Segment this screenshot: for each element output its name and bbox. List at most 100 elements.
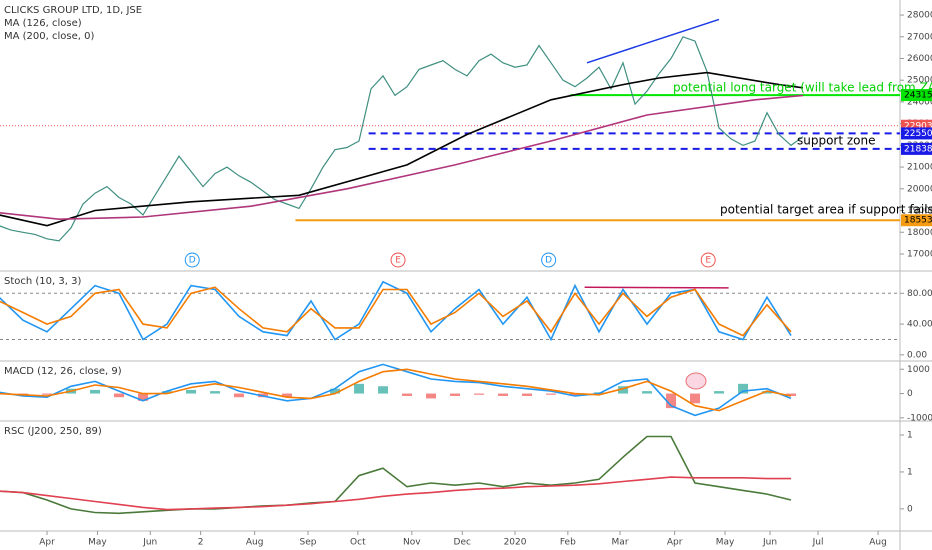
histogram-bar	[666, 393, 677, 409]
event-label: E	[395, 256, 401, 266]
y-tick-label: 1	[907, 431, 913, 441]
panel-title: RSC (J200, 250, 89)	[4, 426, 102, 437]
histogram-bar	[234, 393, 245, 398]
histogram-bar	[162, 391, 173, 394]
histogram-bar	[114, 393, 125, 398]
y-tick-label: 26000	[907, 54, 932, 64]
x-tick-label: May	[88, 538, 107, 548]
x-tick-label: Dec	[454, 538, 471, 548]
event-label: D	[189, 256, 196, 266]
annotation: potential target area if support fails	[720, 203, 932, 217]
panel-title: Stoch (10, 3, 3)	[4, 276, 81, 287]
legend-entry: MA (126, close)	[4, 18, 82, 29]
x-tick-label: Apr	[667, 538, 683, 548]
x-tick-label: Jun	[762, 538, 777, 548]
histogram-bar	[330, 388, 341, 394]
y-tick-label: 0	[907, 504, 913, 514]
y-tick-label: 40.00	[907, 320, 932, 330]
x-tick-label: Mar	[612, 538, 629, 548]
y-tick-label: 28000	[907, 11, 932, 21]
event-marker	[390, 252, 406, 268]
histogram-bar	[474, 393, 485, 395]
legend-entry: MA (200, close, 0)	[4, 31, 94, 42]
histogram-bar	[738, 383, 749, 394]
series-line	[0, 435, 792, 515]
y-tick-label: 0.00	[907, 350, 927, 360]
y-tick-label: 1000	[907, 365, 930, 375]
series-line	[0, 280, 792, 342]
x-tick-label: Feb	[560, 538, 576, 548]
histogram-bar	[138, 393, 149, 401]
y-tick-label: 0	[907, 389, 913, 399]
y-tick-label: 17000	[907, 249, 932, 259]
event-marker	[184, 252, 200, 268]
y-tick-label: 20000	[907, 184, 932, 194]
x-tick-label: Nov	[403, 538, 421, 548]
level-label: 22550	[904, 129, 932, 139]
event-label: E	[705, 256, 711, 266]
histogram-bar	[210, 391, 221, 394]
series-line	[0, 71, 804, 227]
level-label: 18553	[904, 216, 932, 226]
y-tick-label: 24000	[907, 97, 932, 107]
x-tick-label: Jul	[812, 538, 824, 548]
x-tick-label: Jun	[142, 538, 157, 548]
y-tick-label: 25000	[907, 76, 932, 86]
annotation: support zone	[797, 134, 876, 148]
event-label: D	[545, 256, 552, 266]
y-tick-label: 27000	[907, 32, 932, 42]
highlight-circle	[685, 372, 707, 390]
level-label-box	[901, 89, 932, 102]
histogram-bar	[522, 393, 533, 396]
x-tick-label: May	[716, 538, 735, 548]
series-line	[0, 476, 791, 511]
x-tick-label: Aug	[869, 538, 887, 548]
y-tick-label: 18000	[907, 228, 932, 238]
histogram-bar	[618, 386, 629, 394]
y-tick-label: 21000	[907, 163, 932, 173]
histogram-bar	[762, 391, 773, 394]
y-tick-label: 19000	[907, 206, 932, 216]
x-tick-label: 2020	[504, 538, 527, 548]
level-label: 21838	[904, 144, 932, 154]
y-tick-label: 1	[907, 467, 913, 477]
histogram-bar	[90, 389, 101, 394]
x-tick-label: Apr	[39, 538, 55, 548]
histogram-bar	[642, 391, 653, 394]
histogram-bar	[570, 393, 581, 396]
level-label-box	[901, 127, 932, 140]
x-tick-label: Aug	[246, 538, 264, 548]
series-line	[0, 94, 804, 221]
x-tick-label: Sep	[300, 538, 317, 548]
panel-title: MACD (12, 26, close, 9)	[4, 366, 122, 377]
y-tick-label: -1000	[907, 413, 932, 423]
histogram-bar	[402, 393, 413, 396]
level-label-box	[901, 214, 932, 227]
level-label: 24315	[904, 91, 932, 101]
histogram-bar	[450, 393, 461, 396]
series-line	[0, 36, 804, 242]
trend-line	[586, 18, 720, 64]
trend-line	[584, 286, 729, 289]
histogram-bar	[282, 393, 293, 398]
series-line	[0, 286, 792, 337]
level-label-box	[901, 142, 932, 155]
histogram-bar	[498, 393, 509, 396]
annotation: potential long target (will take lead fr…	[673, 81, 932, 95]
histogram-bar	[426, 393, 437, 399]
histogram-bar	[690, 393, 701, 404]
histogram-bar	[546, 393, 557, 395]
panel-title: CLICKS GROUP LTD, 1D, JSE	[4, 5, 142, 16]
histogram-bar	[714, 391, 725, 394]
y-tick-label: 80.00	[907, 289, 932, 299]
histogram-bar	[786, 393, 797, 396]
histogram-bar	[354, 383, 365, 394]
series-line	[0, 363, 792, 417]
series-line	[0, 368, 792, 412]
x-tick-label: Oct	[350, 538, 366, 548]
event-marker	[541, 252, 557, 268]
event-marker	[700, 252, 716, 268]
histogram-bar	[42, 393, 53, 395]
